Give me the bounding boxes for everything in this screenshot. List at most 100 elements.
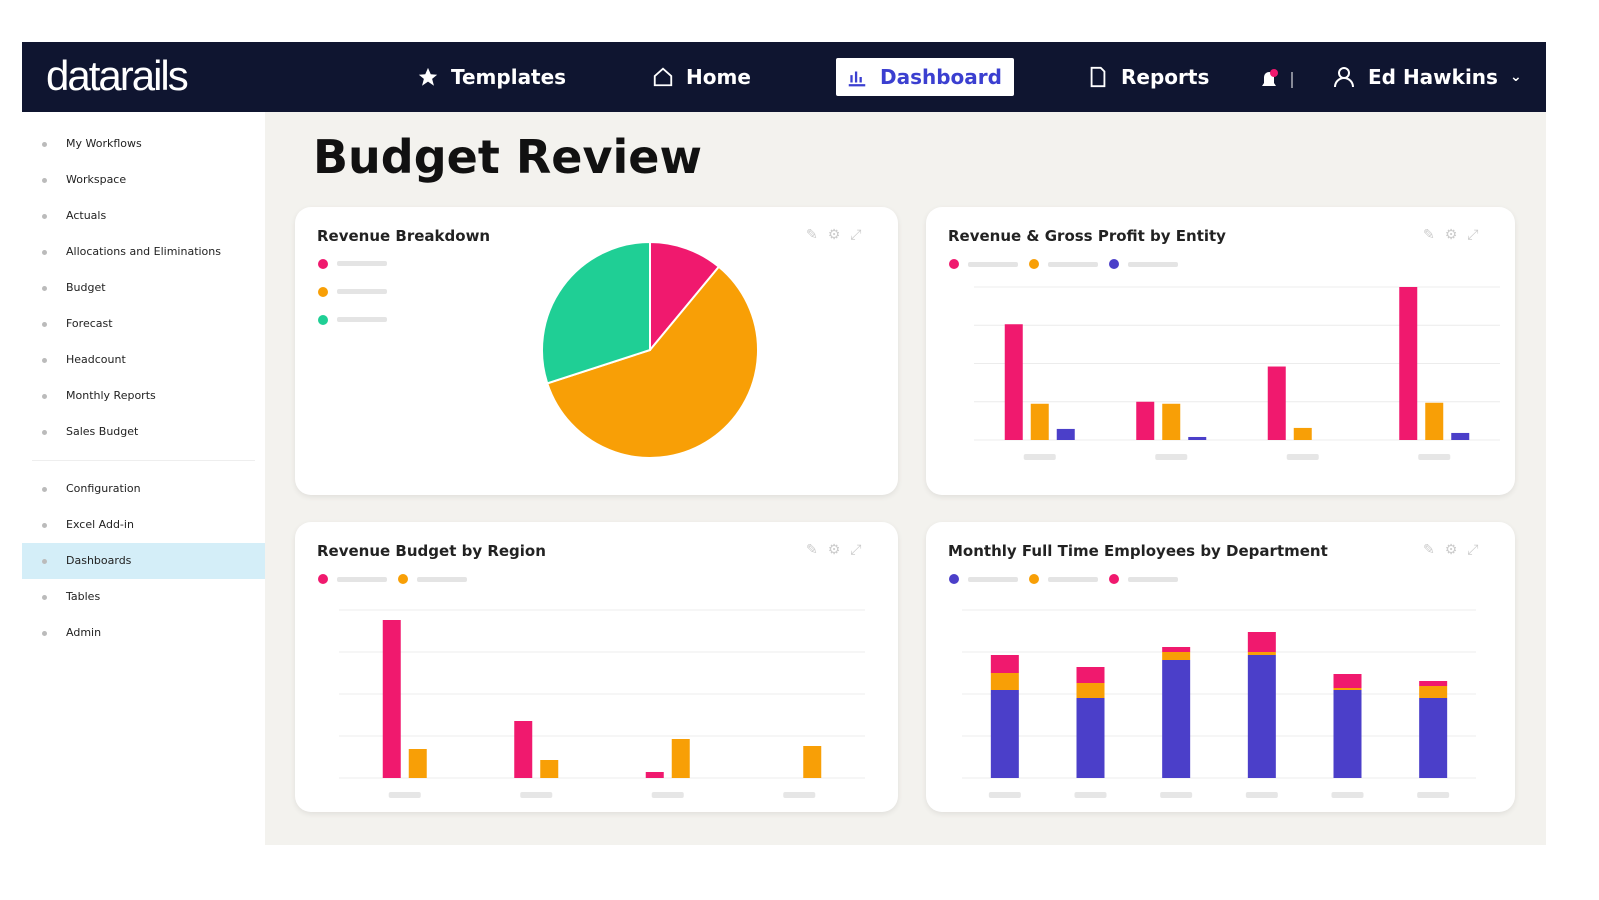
pie-slice xyxy=(541,240,651,385)
panel-tools[interactable]: ✎⚙⤢ xyxy=(806,227,872,243)
legend-label xyxy=(1128,577,1178,582)
bar xyxy=(1004,324,1023,440)
legend-label xyxy=(337,317,387,322)
x-tick-placeholder xyxy=(1074,792,1107,798)
legend-label xyxy=(968,577,1018,582)
bar-segment xyxy=(990,655,1019,673)
legend-dot xyxy=(398,574,408,584)
x-tick-placeholder xyxy=(1331,792,1364,798)
user-menu[interactable]: Ed Hawkins ⌄ xyxy=(1332,58,1522,96)
side-item-active[interactable]: Dashboards xyxy=(22,543,265,579)
logo[interactable]: datarails xyxy=(46,52,189,99)
bar xyxy=(382,620,401,778)
legend-label xyxy=(337,261,387,266)
side-item[interactable]: Sales Budget xyxy=(22,414,265,450)
nav-label: Dashboard xyxy=(880,65,1002,89)
bar xyxy=(408,749,427,778)
nav-label: Reports xyxy=(1121,65,1210,89)
user-name: Ed Hawkins xyxy=(1368,65,1498,89)
page-title: Budget Review xyxy=(313,130,702,184)
legend-dot xyxy=(318,315,328,325)
x-tick-placeholder xyxy=(1155,454,1188,460)
home-icon xyxy=(653,67,673,87)
side-item[interactable]: Actuals xyxy=(22,198,265,234)
panel-tools[interactable]: ✎⚙⤢ xyxy=(806,542,872,558)
panel-tools[interactable]: ✎⚙⤢ xyxy=(1423,542,1489,558)
legend-label xyxy=(1128,262,1178,267)
doc-icon xyxy=(1090,66,1106,88)
side-item[interactable]: My Workflows xyxy=(22,126,265,162)
side-item[interactable]: Monthly Reports xyxy=(22,378,265,414)
bar-segment xyxy=(1162,652,1191,660)
legend-label xyxy=(968,262,1018,267)
chart-title: Revenue & Gross Profit by Entity xyxy=(948,227,1226,245)
bar-segment xyxy=(1247,655,1276,778)
bar xyxy=(1162,403,1181,440)
pie-slice xyxy=(649,240,721,353)
nav-dashboard[interactable]: Dashboard xyxy=(836,58,1014,96)
chart-title: Monthly Full Time Employees by Departmen… xyxy=(948,542,1328,560)
panel-tools[interactable]: ✎⚙⤢ xyxy=(1423,227,1489,243)
bar-segment xyxy=(990,690,1019,778)
chart xyxy=(318,574,865,798)
chart-icon xyxy=(848,71,866,87)
chart xyxy=(318,240,759,459)
legend-label xyxy=(1048,262,1098,267)
bar xyxy=(1293,427,1312,440)
side-item[interactable]: Configuration xyxy=(22,471,265,507)
bar-segment xyxy=(1419,681,1448,686)
nav-templates[interactable]: Templates xyxy=(407,58,576,96)
side-item[interactable]: Allocations and Eliminations xyxy=(22,234,265,270)
star-icon xyxy=(418,67,438,86)
bar-segment xyxy=(1076,683,1105,698)
bar-segment xyxy=(1333,674,1362,688)
legend-dot xyxy=(1029,574,1039,584)
nav-label: Templates xyxy=(451,65,567,89)
legend-label xyxy=(1048,577,1098,582)
bar-segment xyxy=(1419,698,1448,778)
side-item[interactable]: Admin xyxy=(22,615,265,651)
x-tick-placeholder xyxy=(1023,454,1056,460)
legend-dot xyxy=(318,259,328,269)
legend-dot xyxy=(1029,259,1039,269)
nav-home[interactable]: Home xyxy=(642,58,761,96)
bar-segment xyxy=(1162,647,1191,652)
x-tick-placeholder xyxy=(520,792,553,798)
nav-label: Home xyxy=(686,65,751,89)
x-tick-placeholder xyxy=(388,792,421,798)
bar xyxy=(803,746,822,778)
bar xyxy=(645,772,664,778)
side-item[interactable]: Tables xyxy=(22,579,265,615)
notifications[interactable] xyxy=(1258,68,1298,90)
x-tick-placeholder xyxy=(651,792,684,798)
bar-segment xyxy=(1333,688,1362,690)
bar-segment xyxy=(1419,686,1448,698)
separator xyxy=(32,460,255,461)
bar xyxy=(1451,432,1470,440)
side-item[interactable]: Excel Add-in xyxy=(22,507,265,543)
sidebar: My Workflows Workspace Actuals Allocatio… xyxy=(22,112,265,845)
side-item[interactable]: Forecast xyxy=(22,306,265,342)
bar-segment xyxy=(1076,698,1105,778)
x-tick-placeholder xyxy=(988,792,1021,798)
side-item[interactable]: Workspace xyxy=(22,162,265,198)
chart xyxy=(949,259,1500,460)
bar-segment xyxy=(1333,690,1362,778)
nav-reports[interactable]: Reports xyxy=(1077,58,1219,96)
bar xyxy=(540,760,559,778)
bar-segment xyxy=(1247,632,1276,652)
legend-label xyxy=(417,577,467,582)
side-item[interactable]: Headcount xyxy=(22,342,265,378)
legend-label xyxy=(337,289,387,294)
x-tick-placeholder xyxy=(1245,792,1278,798)
x-tick-placeholder xyxy=(1160,792,1193,798)
top-nav: datarails Templates Home Dashboard Repor… xyxy=(22,42,1546,112)
chart-title: Revenue Budget by Region xyxy=(317,542,546,560)
side-item[interactable]: Budget xyxy=(22,270,265,306)
legend-dot xyxy=(1109,574,1119,584)
bar xyxy=(1399,287,1418,440)
x-tick-placeholder xyxy=(1417,792,1450,798)
legend-dot xyxy=(318,574,328,584)
bar xyxy=(1188,436,1207,440)
